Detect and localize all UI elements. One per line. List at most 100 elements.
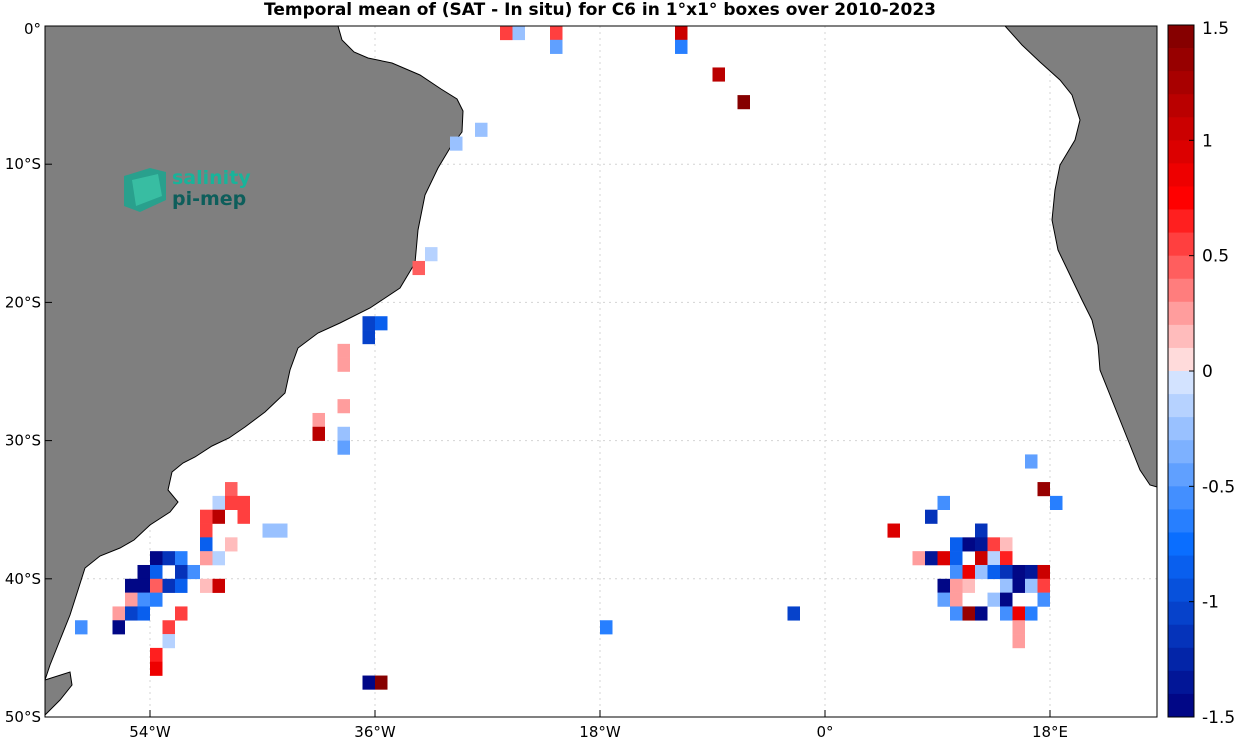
data-cell (912, 551, 925, 566)
data-cell (787, 606, 800, 621)
data-cell (150, 647, 163, 663)
data-cell (937, 551, 950, 566)
data-cell (162, 620, 175, 635)
data-cell (1000, 551, 1013, 566)
colorbar-level (1168, 186, 1194, 210)
data-cell (712, 67, 725, 82)
data-cell (337, 426, 350, 441)
data-cell (337, 357, 350, 372)
x-tick-label: 18°W (579, 723, 621, 740)
colorbar-level (1168, 324, 1194, 349)
colorbar-level (1168, 532, 1194, 556)
logo-line1: salinity (172, 167, 251, 189)
x-tick-label: 36°W (354, 723, 396, 740)
data-cell (675, 39, 688, 54)
data-cell (175, 564, 188, 580)
data-cell (962, 537, 975, 552)
colorbar-level (1168, 301, 1194, 326)
data-cell (125, 606, 138, 621)
data-cell (375, 316, 388, 331)
data-cell (975, 564, 988, 580)
data-cell (137, 606, 150, 621)
data-cell (137, 592, 150, 607)
colorbar-level (1168, 278, 1194, 303)
data-cell (150, 592, 163, 607)
africa-landmass (1003, 25, 1158, 488)
data-cell (125, 578, 138, 593)
data-cell (212, 578, 225, 593)
data-cell (200, 551, 213, 566)
data-cell (212, 551, 225, 566)
data-cell (1012, 634, 1025, 649)
data-cell (375, 675, 388, 690)
data-cell (1012, 578, 1025, 593)
data-cell (925, 509, 938, 524)
data-cell (212, 509, 225, 524)
data-cell (362, 330, 375, 345)
colorbar-tick-label: -1 (1202, 593, 1219, 613)
data-cell (212, 495, 225, 510)
data-cell (1012, 564, 1025, 580)
data-cell (237, 509, 250, 524)
data-cell (312, 412, 325, 428)
data-cell (975, 523, 988, 538)
data-cell (950, 606, 963, 621)
data-cell (200, 523, 213, 538)
data-cell (500, 26, 513, 41)
colorbar-level (1168, 255, 1194, 280)
data-cell (937, 578, 950, 593)
colorbar-tick-label: -1.5 (1202, 708, 1235, 728)
colorbar-level (1168, 117, 1194, 141)
colorbar-tick-label: 1 (1202, 131, 1213, 151)
data-cell (550, 39, 563, 54)
data-cell (337, 440, 350, 455)
logo-line2: pi-mep (172, 188, 246, 210)
data-cell (475, 122, 488, 137)
data-cell (75, 620, 88, 635)
data-cell (962, 564, 975, 580)
data-cell (175, 606, 188, 621)
data-cell (1000, 578, 1013, 593)
data-cell (925, 551, 938, 566)
colorbar-tick-label: 0 (1202, 362, 1213, 382)
y-tick-label: 50°S (5, 708, 41, 726)
data-cell (225, 482, 238, 497)
colorbar-level (1168, 578, 1194, 603)
data-cell (200, 578, 213, 593)
data-cell (137, 564, 150, 580)
data-cell (450, 136, 463, 151)
data-cell (600, 620, 613, 635)
colorbar-level (1168, 25, 1194, 49)
data-cell (950, 537, 963, 552)
colorbar-level (1168, 440, 1194, 464)
data-cell (362, 675, 375, 690)
data-cell (512, 26, 525, 41)
data-cell (950, 564, 963, 580)
data-cell (425, 247, 438, 262)
y-tick-label: 0° (24, 20, 41, 38)
data-cell (225, 537, 238, 552)
data-cell (1025, 578, 1038, 593)
data-cell (887, 523, 900, 538)
colorbar-level (1168, 140, 1194, 164)
colorbar-level (1168, 163, 1194, 187)
data-cell (175, 578, 188, 593)
data-cell (1000, 606, 1013, 621)
data-cells (75, 26, 1063, 690)
y-tick-label: 20°S (5, 293, 41, 311)
data-cell (962, 606, 975, 621)
chart-title: Temporal mean of (SAT - In situ) for C6 … (264, 0, 936, 20)
data-cell (337, 399, 350, 414)
data-cell (1037, 564, 1050, 580)
colorbar-tick-label: 1.5 (1202, 19, 1229, 39)
data-cell (550, 26, 563, 41)
colorbar-level (1168, 509, 1194, 533)
data-cell (950, 578, 963, 593)
y-tick-label: 40°S (5, 570, 41, 588)
colorbar-tick-label: -0.5 (1202, 477, 1235, 497)
colorbar-level (1168, 555, 1194, 579)
colorbar-level (1168, 670, 1194, 695)
x-tick-label: 0° (816, 723, 833, 740)
data-cell (937, 592, 950, 607)
